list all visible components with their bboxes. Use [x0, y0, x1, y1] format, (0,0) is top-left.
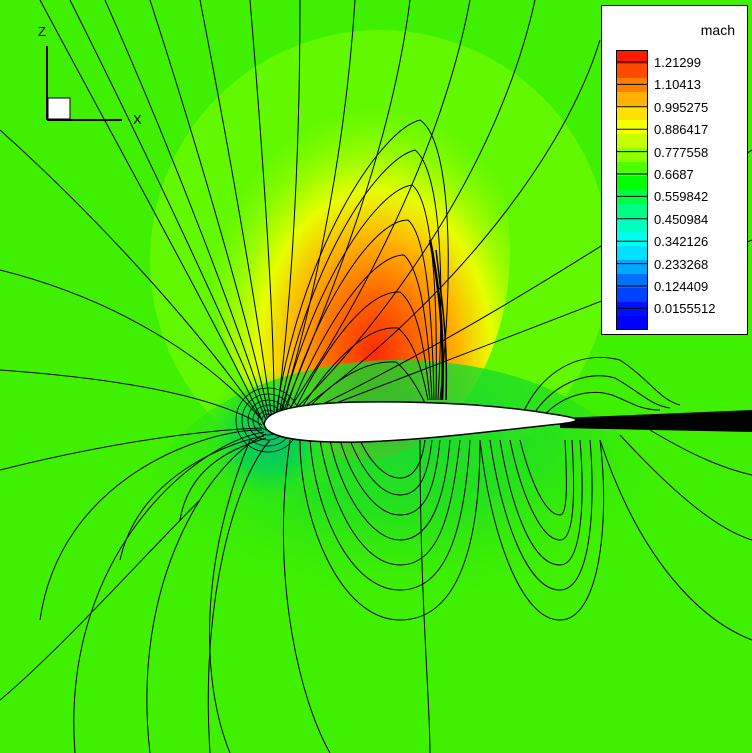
- legend-value-label: 0.886417: [654, 122, 709, 138]
- supersonic-pocket: [210, 40, 510, 460]
- legend-color-band: [616, 288, 648, 303]
- legend-color-band: [616, 120, 648, 135]
- legend-color-band: [616, 134, 648, 149]
- legend-value-label: 0.450984: [654, 211, 709, 227]
- legend-color-band: [616, 218, 648, 233]
- mach-legend: mach 1.21299 1.10413 0.995275 0.886417 0.777…: [601, 5, 748, 335]
- legend-colorbar: [616, 50, 648, 330]
- legend-value-label: 0.6687: [654, 167, 694, 182]
- legend-value-label: 0.777558: [654, 144, 709, 160]
- legend-color-band: [616, 78, 648, 93]
- legend-color-band: [616, 232, 648, 247]
- airfoil-shape: [263, 401, 577, 443]
- legend-value-label: 0.0155512: [654, 301, 716, 317]
- legend-color-band: [616, 204, 648, 219]
- legend-value-label: 0.233268: [654, 256, 709, 272]
- legend-color-band: [616, 316, 648, 330]
- legend-color-band: [616, 274, 648, 289]
- legend-color-band: [616, 92, 648, 107]
- legend-color-band: [616, 302, 648, 317]
- legend-color-band: [616, 148, 648, 163]
- legend-value-label: 1.10413: [654, 77, 701, 93]
- legend-color-band: [616, 50, 648, 65]
- legend-color-band: [616, 260, 648, 275]
- legend-bar-outline: [616, 50, 648, 330]
- legend-value-label: 0.124409: [654, 279, 709, 294]
- wake-band: [560, 410, 752, 432]
- legend-color-band: [616, 176, 648, 191]
- legend-value-label: 0.995275: [654, 99, 709, 115]
- legend-color-band: [616, 246, 648, 261]
- legend-value-label: 0.559842: [654, 189, 709, 205]
- legend-value-label: 1.21299: [654, 55, 701, 70]
- legend-color-band: [616, 106, 648, 121]
- legend-color-band: [616, 64, 648, 79]
- legend-color-band: [616, 162, 648, 177]
- legend-value-label: 0.342126: [654, 234, 709, 250]
- legend-title: mach: [700, 22, 735, 38]
- legend-color-band: [616, 190, 648, 205]
